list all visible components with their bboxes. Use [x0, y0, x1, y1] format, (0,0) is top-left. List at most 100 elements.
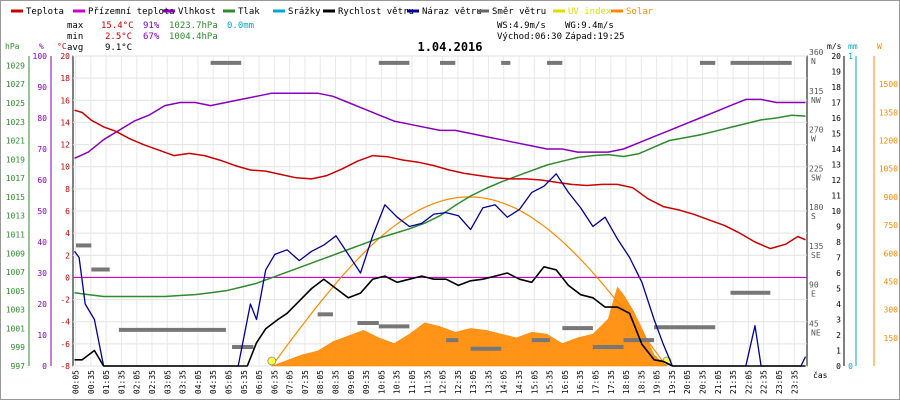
tick-label-w: 900 [884, 193, 899, 202]
tick-label-w: 150 [884, 334, 899, 343]
stats-max-hum: 91% [143, 21, 160, 31]
tick-label-hpa: 1005 [6, 287, 25, 296]
legend-entry: Vlhkost [178, 7, 216, 17]
tick-label-hpa: 1029 [6, 61, 25, 70]
tick-label-x: 14:05 [500, 370, 509, 394]
tick-label-x: 05:05 [224, 370, 233, 394]
axis-label-ms: m/s [827, 42, 842, 51]
pressure-line [74, 114, 806, 298]
tick-label-pct: 40 [37, 238, 47, 247]
humidity-line [74, 92, 806, 159]
tick-label-ms: 13 [831, 161, 841, 170]
tick-label-x: 05:35 [240, 370, 249, 394]
tick-label-x: 23:05 [775, 370, 784, 394]
tick-label-pct: 10 [37, 331, 47, 340]
stats-avg-label: avg [67, 43, 83, 53]
tick-label-dir-deg: 315 [809, 87, 824, 96]
tick-label-ms: 7 [836, 254, 841, 263]
tick-label-temp: 12 [60, 141, 70, 150]
legend-entry: Směr větru [492, 7, 546, 17]
tick-label-pct: 60 [37, 176, 47, 185]
stats-min-label: min [67, 32, 83, 42]
tick-label-temp: 6 [65, 207, 70, 216]
tick-label-x: 00:05 [72, 370, 81, 394]
tick-label-hpa: 1021 [6, 137, 25, 146]
legend-entry: Náraz větru [422, 7, 482, 17]
tick-label-w: 1500 [879, 80, 898, 89]
tick-label-x: 03:05 [163, 370, 172, 394]
tick-label-pct: 80 [37, 114, 47, 123]
series-layer [73, 60, 807, 367]
tick-label-w: 750 [884, 221, 899, 230]
axis-label-x: čas [813, 370, 828, 380]
tick-label-dir: NE [811, 328, 821, 337]
tick-label-x: 12:35 [454, 370, 463, 394]
legend-entry: Rychlost větru [338, 7, 414, 17]
tick-label-temp: -8 [60, 362, 70, 371]
tick-label-ms: 4 [836, 300, 841, 309]
tick-label-x: 09:05 [347, 370, 356, 394]
tick-label-dir: SE [811, 251, 821, 260]
tick-label-x: 11:35 [423, 370, 432, 394]
tick-label-x: 00:35 [87, 370, 96, 394]
tick-label-hpa: 1027 [6, 80, 25, 89]
tick-label-ms: 3 [836, 316, 841, 325]
tick-label-pct: 30 [37, 269, 47, 278]
tick-label-dir-deg: 45 [809, 319, 819, 328]
tick-label-hpa: 1003 [6, 306, 25, 315]
tick-label-x: 01:35 [117, 370, 126, 394]
tick-label-x: 04:05 [194, 370, 203, 394]
tick-label-x: 17:05 [591, 370, 600, 394]
tick-label-x: 10:35 [393, 370, 402, 394]
tick-label-pct: 0 [42, 362, 47, 371]
tick-label-dir: NW [811, 96, 821, 105]
tick-label-dir: S [811, 212, 816, 221]
tick-label-hpa: 999 [11, 343, 26, 352]
tick-label-x: 15:35 [546, 370, 555, 394]
grid [72, 55, 808, 367]
tick-label-dir-deg: 360 [809, 48, 824, 57]
tick-label-x: 19:05 [653, 370, 662, 394]
tick-label-x: 16:35 [576, 370, 585, 394]
tick-label-ms: 12 [831, 176, 841, 185]
axis-label-mm: mm [848, 42, 858, 51]
tick-label-ms: 15 [831, 130, 841, 139]
tick-label-x: 17:35 [607, 370, 616, 394]
tick-label-x: 22:35 [760, 370, 769, 394]
legend: Teplota Přízemní teplota Vlhkost Tlak Srážky… [11, 7, 654, 17]
tick-label-x: 20:05 [683, 370, 692, 394]
tick-label-x: 06:35 [270, 370, 279, 394]
tick-label-x: 12:05 [439, 370, 448, 394]
tick-label-ms: 8 [836, 238, 841, 247]
tick-label-ms: 0 [836, 362, 841, 371]
tick-label-ms: 9 [836, 223, 841, 232]
tick-label-x: 13:35 [484, 370, 493, 394]
tick-label-temp: -6 [60, 340, 70, 349]
legend-entry: UV index [568, 7, 612, 17]
tick-label-ms: 14 [831, 145, 841, 154]
tick-label-ms: 1 [836, 347, 841, 356]
tick-label-dir-deg: 180 [809, 203, 824, 212]
tick-label-x: 06:05 [255, 370, 264, 394]
tick-label-ms: 2 [836, 331, 841, 340]
stats-min-press: 1004.4hPa [169, 32, 218, 42]
tick-label-ms: 18 [831, 83, 841, 92]
tick-label-hpa: 1007 [6, 268, 25, 277]
tick-label-hpa: 1009 [6, 249, 25, 258]
tick-label-temp: 2 [65, 251, 70, 260]
tick-label-hpa: 1019 [6, 155, 25, 164]
tick-label-ms: 17 [831, 99, 841, 108]
tick-label-x: 10:05 [377, 370, 386, 394]
tick-label-hpa: 1011 [6, 230, 25, 239]
tick-label-x: 19:35 [668, 370, 677, 394]
tick-label-dir-deg: 270 [809, 126, 824, 135]
tick-label-x: 08:35 [332, 370, 341, 394]
station-info: WS:4.9m/s WG:9.4m/s Východ:06:30 Západ:1… [497, 21, 625, 42]
info-sunrise: Východ:06:30 [497, 32, 562, 42]
tick-label-x: 08:05 [316, 370, 325, 394]
tick-label-dir: N [811, 57, 816, 66]
tick-label-mm: 1 [848, 52, 853, 61]
tick-label-ms: 6 [836, 269, 841, 278]
legend-entry: Přízemní teplota [88, 7, 175, 17]
